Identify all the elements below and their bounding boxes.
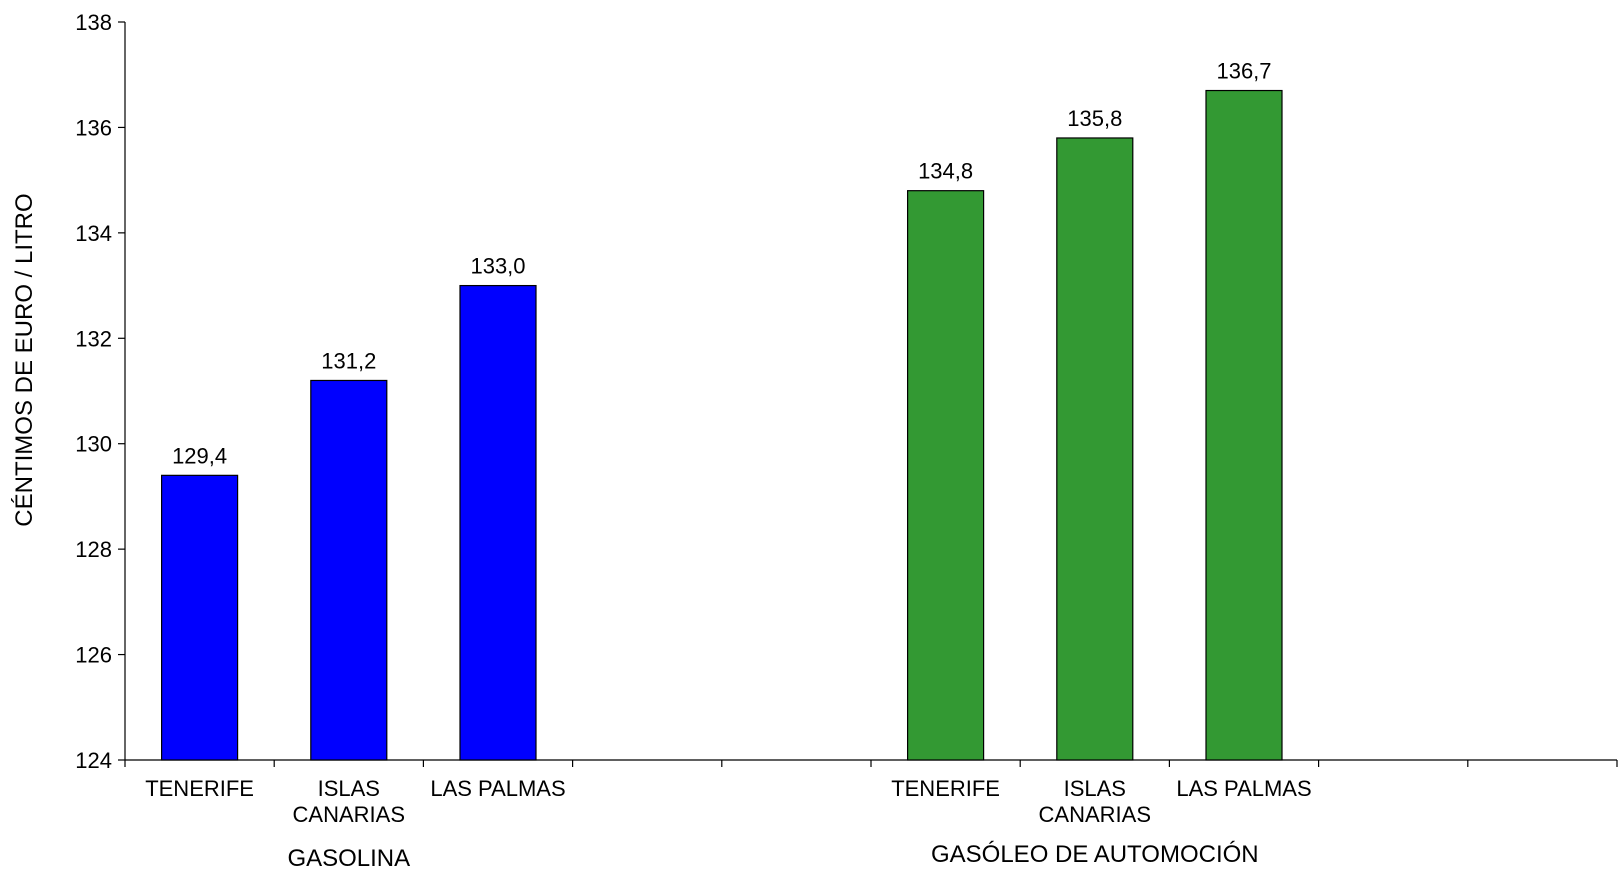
y-tick-label: 130	[75, 432, 112, 457]
x-category-label: ISLAS CANARIAS	[293, 776, 405, 827]
y-axis-title: CÉNTIMOS DE EURO / LITRO	[11, 193, 38, 526]
labels: TENERIFE ISLAS CANARIAS LAS PALMAS TENERIFE I…	[145, 59, 1311, 872]
x-category-label: ISLAS CANARIAS	[1039, 776, 1151, 827]
bar-value-label: 136,7	[1216, 59, 1271, 84]
bar-value-label: 135,8	[1067, 106, 1122, 131]
x-category-label: TENERIFE	[891, 776, 1000, 801]
group-label: GASÓLEO DE AUTOMOCIÓN	[931, 841, 1259, 868]
x-category-label: LAS PALMAS	[1176, 776, 1311, 801]
group-label: GASOLINA	[287, 845, 410, 872]
bar-value-label: 134,8	[918, 159, 973, 184]
bar	[906, 190, 985, 761]
bar	[161, 474, 239, 761]
bars	[161, 89, 1283, 761]
y-tick-label: 126	[75, 643, 112, 668]
bar-value-label: 131,2	[321, 348, 376, 373]
y-tick-label: 134	[75, 221, 112, 246]
bar	[1205, 89, 1283, 761]
bar	[1056, 137, 1134, 761]
bar-value-label: 129,4	[172, 443, 227, 468]
x-category-label: TENERIFE	[145, 776, 254, 801]
bar-value-label: 133,0	[470, 254, 525, 279]
bar	[459, 284, 537, 761]
y-tick-label: 136	[75, 115, 112, 140]
y-tick-label: 132	[75, 326, 112, 351]
y-tick-label: 128	[75, 537, 112, 562]
y-tick-label: 138	[75, 10, 112, 35]
axes: 124 126 128 130 132 134 136 138	[75, 10, 1618, 773]
y-tick-label: 124	[75, 748, 112, 773]
bar	[310, 379, 388, 761]
x-category-label: LAS PALMAS	[430, 776, 565, 801]
